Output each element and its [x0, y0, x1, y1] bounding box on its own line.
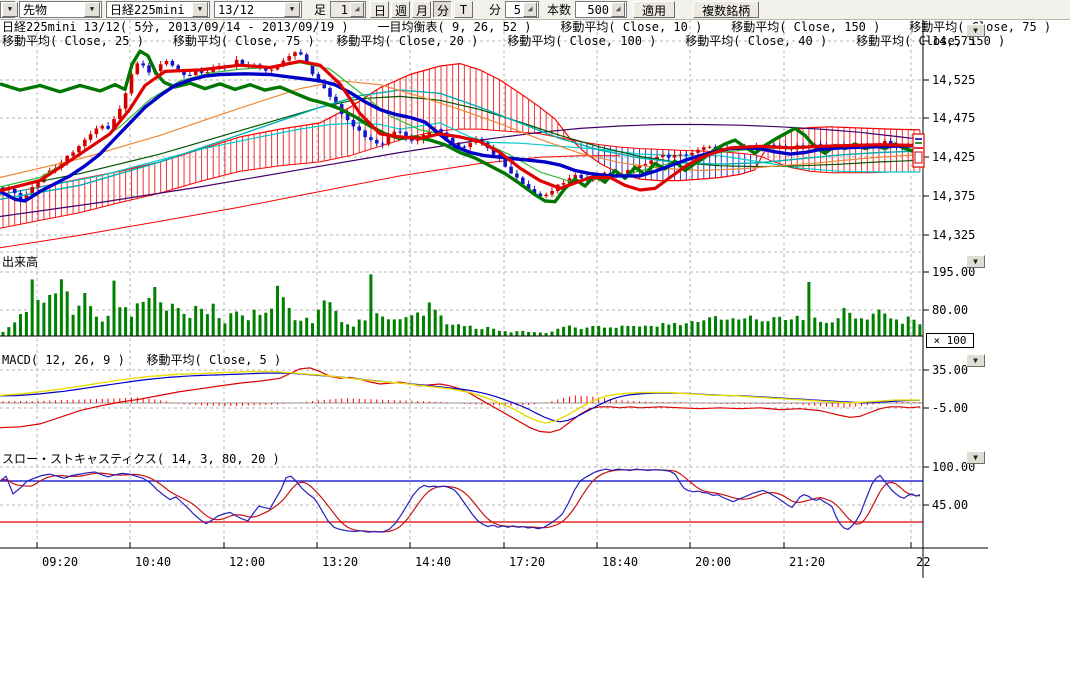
chart-header-line1: 日経225mini 13/12( 5分, 2013/09/14 - 2013/0… [2, 21, 1051, 34]
time-axis-label: 09:20 [42, 555, 78, 569]
macd-panel-collapse-button[interactable]: ▼ [966, 354, 985, 367]
macd-axis-label: 35.00 [932, 363, 968, 377]
toolbar: ▼ 先物 ▼ 日経225mini ▼ 13/12 ▼ 足 ◢ 日 週 月 分 T… [0, 0, 1070, 20]
time-axis-label: 18:40 [602, 555, 638, 569]
bar-count-input[interactable] [576, 3, 610, 17]
price-axis-label: 14,475 [932, 111, 975, 125]
bar-count-stepper[interactable]: ◢ [575, 1, 627, 18]
chart-canvas: 14,57514,52514,47514,42514,37514,325195.… [0, 20, 990, 580]
spinner-icon[interactable]: ◢ [350, 2, 364, 17]
stochastics-panel-series [0, 469, 923, 532]
spinner-icon[interactable]: ◢ [611, 2, 625, 17]
price-panel-collapse-button[interactable]: ▼ [966, 24, 985, 37]
time-axis-label: 22 [916, 555, 930, 569]
minute-input[interactable] [506, 3, 522, 17]
instrument-type-value: 先物 [20, 1, 83, 18]
time-axis-label: 12:00 [229, 555, 265, 569]
contract-month-value: 13/12 [215, 3, 283, 17]
stoch-panel-label: スロー・ストキャスティクス( 14, 3, 80, 20 ) [2, 450, 280, 467]
instrument-value: 日経225mini [107, 1, 191, 18]
period-minute-button[interactable]: 分 [433, 1, 452, 18]
stoch-panel-collapse-button[interactable]: ▼ [966, 451, 985, 464]
chevron-down-icon[interactable]: ▼ [192, 2, 208, 17]
time-axis-label: 21:20 [789, 555, 825, 569]
period-daily-button[interactable]: 日 [370, 1, 389, 18]
bar-interval-input[interactable] [331, 3, 349, 17]
time-axis-label: 10:40 [135, 555, 171, 569]
bar-count-label: 本数 [547, 1, 571, 18]
contract-month-combo[interactable]: 13/12 ▼ [214, 1, 302, 18]
triangle-down-icon: ▼ [973, 453, 978, 462]
time-axis-label: 13:20 [322, 555, 358, 569]
chart-header-line2: 移動平均( Close, 25 ) 移動平均( Close, 75 ) 移動平均… [2, 35, 1005, 48]
price-axis-label: 14,525 [932, 73, 975, 87]
price-axis-label: 14,375 [932, 189, 975, 203]
macd-panel-label: MACD( 12, 26, 9 ) 移動平均( Close, 5 ) [2, 351, 281, 368]
macd-panel-series [0, 368, 923, 433]
chevron-down-icon[interactable]: ▼ [84, 2, 100, 17]
volume-scale-multiplier: × 100 [926, 333, 974, 348]
window-select-combo[interactable]: ▼ [0, 1, 15, 18]
spinner-icon[interactable]: ◢ [523, 2, 537, 17]
time-axis-label: 14:40 [415, 555, 451, 569]
volume-panel-collapse-button[interactable]: ▼ [966, 255, 985, 268]
price-axis-label: 14,425 [932, 150, 975, 164]
minute-label: 分 [489, 1, 501, 18]
ichimoku-cloud [0, 64, 920, 248]
gridlines [0, 20, 923, 548]
period-monthly-button[interactable]: 月 [412, 1, 431, 18]
instrument-combo[interactable]: 日経225mini ▼ [106, 1, 210, 18]
volume-axis-label: 80.00 [932, 303, 968, 317]
volume-panel-label: 出来高 [2, 253, 38, 270]
apply-button[interactable]: 適用 [633, 1, 675, 18]
moving-average-lines [0, 51, 920, 216]
time-axis-label: 20:00 [695, 555, 731, 569]
volume-bars [0, 274, 923, 336]
bar-interval-stepper[interactable]: ◢ [330, 1, 366, 18]
last-price-axis-marker [913, 134, 924, 167]
chevron-down-icon[interactable]: ▼ [284, 2, 300, 17]
time-axis-label: 17:20 [509, 555, 545, 569]
price-axis-label: 14,325 [932, 228, 975, 242]
candlestick-series [1, 49, 921, 203]
triangle-down-icon: ▼ [973, 26, 978, 35]
bar-type-label: 足 [314, 1, 326, 18]
stoch-axis-label: 45.00 [932, 498, 968, 512]
multi-symbol-button[interactable]: 複数銘柄 [693, 1, 759, 18]
instrument-type-combo[interactable]: 先物 ▼ [19, 1, 102, 18]
period-weekly-button[interactable]: 週 [391, 1, 410, 18]
macd-axis-label: -5.00 [932, 401, 968, 415]
chevron-down-icon[interactable]: ▼ [2, 2, 18, 17]
chart-application-window: ▼ 先物 ▼ 日経225mini ▼ 13/12 ▼ 足 ◢ 日 週 月 分 T… [0, 0, 1070, 690]
period-tick-button[interactable]: T [454, 1, 473, 18]
minute-stepper[interactable]: ◢ [505, 1, 539, 18]
triangle-down-icon: ▼ [973, 257, 978, 266]
triangle-down-icon: ▼ [973, 356, 978, 365]
